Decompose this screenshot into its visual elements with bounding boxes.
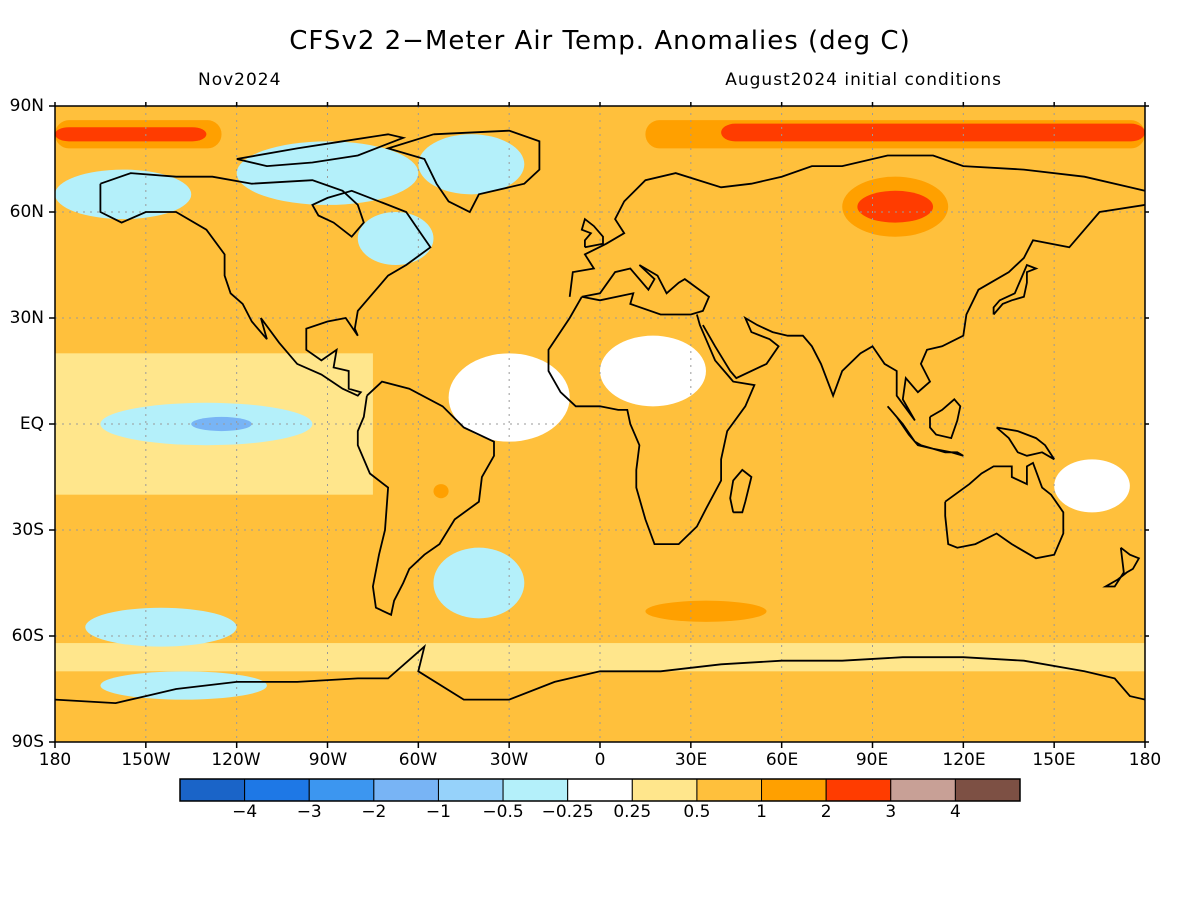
north-america-coast bbox=[99, 172, 432, 397]
lon-label-180e: 180 bbox=[1128, 750, 1162, 770]
south-atlantic-warm-spot bbox=[645, 600, 767, 622]
colorbar-swatch bbox=[567, 778, 633, 802]
lon-label-60e: 60E bbox=[765, 750, 799, 770]
lon-label-30e: 30E bbox=[674, 750, 708, 770]
lat-label-90n: 90N bbox=[9, 96, 44, 116]
colorbar-label: 1 bbox=[756, 802, 767, 822]
north-africa-neutral bbox=[600, 335, 706, 407]
lon-label-150w: 150W bbox=[121, 750, 171, 770]
greenland-cool bbox=[418, 134, 525, 195]
southern-ocean-pacific-cool bbox=[85, 607, 237, 647]
indonesia-coast bbox=[886, 405, 964, 457]
coastlines bbox=[55, 129, 1145, 705]
colorbar-swatch bbox=[373, 778, 439, 802]
hudson-strait-cool bbox=[357, 212, 434, 265]
lat-label-30s: 30S bbox=[11, 520, 44, 540]
east-pacific-equatorial-core bbox=[191, 416, 252, 432]
colorbar-swatch bbox=[890, 778, 956, 802]
madagascar-coast bbox=[729, 468, 753, 514]
mediterranean-coast bbox=[581, 264, 711, 316]
colorbar-label: 4 bbox=[949, 802, 961, 822]
colorbar-label: −0.25 bbox=[541, 802, 594, 822]
lat-label-60n: 60N bbox=[9, 202, 44, 222]
colorbar-label: −1 bbox=[425, 802, 451, 822]
colorbar-label: −4 bbox=[232, 802, 258, 822]
lon-label-150e: 150E bbox=[1032, 750, 1076, 770]
lon-label-90w: 90W bbox=[308, 750, 348, 770]
lon-label-90e: 90E bbox=[855, 750, 889, 770]
valid-month-label: Nov2024 bbox=[198, 70, 282, 90]
lon-label-120w: 120W bbox=[211, 750, 261, 770]
antarctica-coast bbox=[55, 644, 1145, 705]
map-title: CFSv2 2−Meter Air Temp. Anomalies (deg C… bbox=[289, 26, 911, 56]
lon-label-30w: 30W bbox=[489, 750, 529, 770]
colorbar-swatch bbox=[502, 778, 569, 802]
colorbar-swatch bbox=[954, 778, 1021, 802]
south-america-coast bbox=[356, 380, 495, 617]
colorbar-label: −0.5 bbox=[482, 802, 524, 822]
tropical-atlantic-neutral bbox=[448, 353, 570, 442]
lat-label-30n: 30N bbox=[9, 308, 44, 328]
asia-east-coast bbox=[702, 204, 1145, 422]
japan-coast bbox=[992, 263, 1039, 316]
lon-label-0: 0 bbox=[594, 750, 606, 770]
colorbar-swatch bbox=[308, 778, 375, 802]
colorbar-swatch bbox=[696, 778, 763, 802]
lon-label-120e: 120E bbox=[942, 750, 986, 770]
west-pacific-neutral bbox=[1054, 459, 1130, 513]
colorbar-swatch bbox=[437, 778, 504, 802]
uk-coast bbox=[580, 217, 604, 249]
axis-ticks bbox=[49, 102, 1149, 748]
colorbar-swatch bbox=[179, 778, 246, 802]
new-zealand-coast bbox=[1102, 546, 1141, 588]
borneo-coast bbox=[929, 398, 962, 440]
amundsen-sea-cool bbox=[100, 671, 267, 700]
colorbar-frame bbox=[179, 778, 1021, 802]
colorbar-swatch bbox=[825, 778, 892, 802]
europe-asia-coast bbox=[568, 154, 1145, 297]
colorbar-label: −3 bbox=[296, 802, 322, 822]
lon-label-60w: 60W bbox=[398, 750, 438, 770]
south-atlantic-cool bbox=[433, 547, 525, 619]
lat-label-90s: 90S bbox=[11, 732, 44, 752]
brazil-warm-spot bbox=[433, 484, 449, 499]
colorbar-label: 0.25 bbox=[613, 802, 652, 822]
arctic-islands-coast bbox=[236, 133, 407, 168]
colorbar-label: 0.5 bbox=[683, 802, 711, 822]
lat-label-eq: EQ bbox=[19, 414, 44, 434]
greenland-coast bbox=[384, 129, 541, 214]
lon-label-180w: 180 bbox=[38, 750, 72, 770]
colorbar-label: 3 bbox=[885, 802, 897, 822]
lat-label-60s: 60S bbox=[11, 626, 44, 646]
colorbar-label: −2 bbox=[361, 802, 387, 822]
colorbar-swatch bbox=[761, 778, 827, 802]
colorbar bbox=[179, 778, 1021, 802]
alaska-cool bbox=[55, 169, 192, 220]
africa-coast bbox=[547, 296, 756, 545]
colorbar-swatch bbox=[631, 778, 698, 802]
australia-coast bbox=[944, 461, 1065, 560]
arctic-band-peak-east bbox=[721, 123, 1145, 142]
initial-conditions-label: August2024 initial conditions bbox=[725, 70, 1002, 90]
canadian-archipelago-cool bbox=[236, 141, 419, 205]
arctic-band-peak-west bbox=[55, 127, 207, 142]
new-guinea-coast bbox=[996, 426, 1055, 461]
colorbar-swatch bbox=[244, 778, 310, 802]
colorbar-label: 2 bbox=[820, 802, 832, 822]
siberia-peak bbox=[857, 190, 934, 223]
